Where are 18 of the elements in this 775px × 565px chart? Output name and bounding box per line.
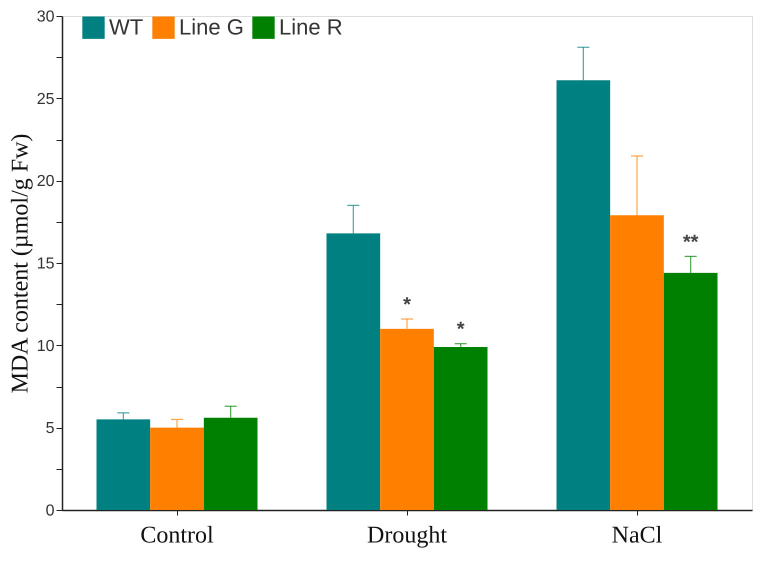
y-tick-label: 15 [36,256,55,272]
bar [434,346,488,510]
y-tick-label: 10 [36,338,55,355]
data-label: ** [682,231,699,254]
x-tick-label: Drought [367,522,448,548]
y-tick-label: 20 [36,173,55,190]
legend-label: WT [109,14,144,40]
y-tick-label: 5 [46,420,55,438]
data-label: * [456,318,465,341]
y-tick-label: 25 [36,90,55,108]
y-tick-label: 30 [36,8,55,26]
legend-label: Line G [179,14,244,40]
y-axis-title: MDA content (µmol/g Fw) [8,134,34,394]
x-tick-label: NaCl [612,522,663,548]
data-label: * [403,294,412,316]
legend-label: Line R [279,14,343,40]
y-tick-label: 0 [46,502,55,520]
x-tick-label: Control [140,522,214,548]
